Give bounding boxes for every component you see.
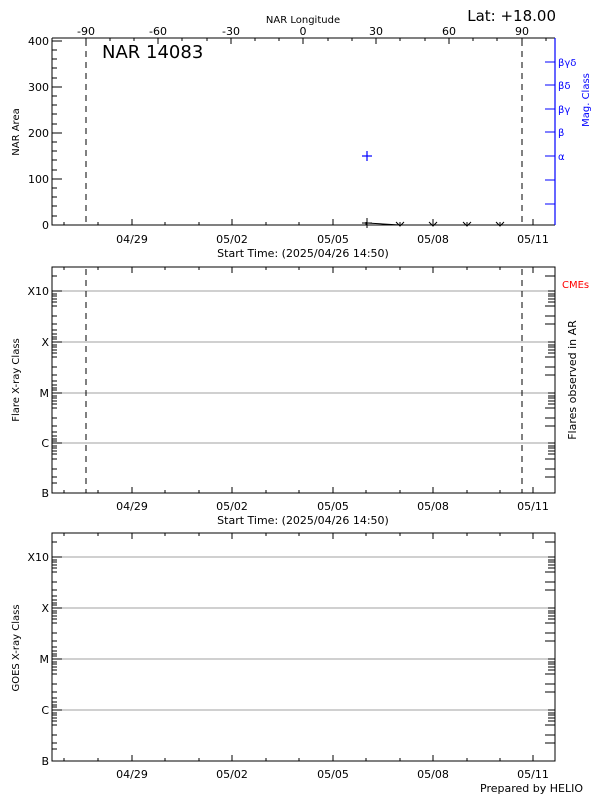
lon-tick-label: -30 — [222, 25, 240, 38]
x-tick-label: 04/29 — [116, 500, 148, 513]
x-tick-labels: 04/29 05/02 05/05 05/08 05/11 — [116, 233, 549, 246]
y-axis-title: Flare X-ray Class — [11, 338, 22, 422]
y-tick-label: B — [41, 487, 49, 500]
mag-class-label: βγ — [558, 105, 570, 116]
lon-tick-label: -60 — [149, 25, 167, 38]
cme-legend-label: CMEs — [562, 280, 589, 291]
x-tick-label: 05/05 — [317, 768, 349, 781]
mag-class-label: βγδ — [558, 58, 576, 69]
nar-area-panel: -90 -60 -30 0 30 60 90 — [11, 25, 592, 260]
flare-class-panel: B C M X X10 Flare X-ray Class Flares obs… — [11, 266, 589, 527]
x-tick-label: 05/11 — [517, 500, 549, 513]
longitude-tick-labels: -90 -60 -30 0 30 60 90 — [77, 25, 529, 38]
x-tick-labels: 04/29 05/02 05/05 05/08 05/11 — [116, 768, 549, 781]
x-tick-label: 05/08 — [417, 500, 449, 513]
x-tick-label: 05/11 — [517, 768, 549, 781]
lon-tick-label: 60 — [442, 25, 456, 38]
y-tick-label: 400 — [28, 35, 49, 48]
y-tick-label: X — [41, 602, 49, 615]
y-ticks — [52, 40, 62, 217]
right-y-ticks — [545, 541, 555, 744]
latitude-label: Lat: +18.00 — [467, 7, 556, 25]
x-ticks — [63, 219, 534, 225]
y-tick-label: 100 — [28, 173, 49, 186]
y-tick-label: C — [41, 437, 49, 450]
y-tick-labels: 0 100 200 300 400 — [28, 35, 49, 232]
x-tick-label: 05/02 — [216, 768, 248, 781]
mag-class-label: βδ — [558, 81, 571, 92]
x-tick-label: 04/29 — [116, 233, 148, 246]
x-ticks — [63, 267, 534, 493]
mag-class-ticks — [545, 61, 555, 205]
region-title: NAR 14083 — [102, 42, 203, 63]
y-tick-label: C — [41, 704, 49, 717]
y-ticks — [52, 275, 62, 484]
lon-tick-label: 0 — [300, 25, 307, 38]
right-y-ticks — [545, 275, 555, 478]
lon-tick-label: 30 — [369, 25, 383, 38]
x-ticks — [63, 533, 534, 761]
x-tick-labels: 04/29 05/02 05/05 05/08 05/11 — [116, 500, 549, 513]
y-tick-labels: B C M X X10 — [27, 285, 49, 500]
plot-frame — [51, 37, 555, 226]
y-tick-label: 0 — [42, 219, 49, 232]
nar-area-series — [362, 218, 505, 228]
mag-class-axis-title: Mag. Class — [581, 73, 592, 127]
x-axis-title: Start Time: (2025/04/26 14:50) — [217, 247, 389, 260]
y-axis-title: GOES X-ray Class — [11, 604, 22, 691]
credit-label: Prepared by HELIO — [480, 782, 583, 795]
grid-lines — [52, 556, 555, 711]
y-tick-label: 200 — [28, 127, 49, 140]
grid-lines — [52, 290, 555, 444]
y-ticks — [52, 541, 62, 750]
y-tick-label: 300 — [28, 81, 49, 94]
x-tick-label: 04/29 — [116, 768, 148, 781]
y-tick-label: X10 — [27, 285, 49, 298]
top-ticks — [85, 38, 547, 44]
y-tick-label: X10 — [27, 551, 49, 564]
right-axis-title: Flares observed in AR — [566, 320, 579, 440]
x-tick-label: 05/02 — [216, 233, 248, 246]
mag-class-label: β — [558, 128, 564, 139]
y-tick-label: B — [41, 755, 49, 768]
x-tick-label: 05/05 — [317, 500, 349, 513]
x-tick-label: 05/11 — [517, 233, 549, 246]
y-tick-label: M — [40, 653, 50, 666]
x-tick-label: 05/08 — [417, 768, 449, 781]
goes-xray-panel: B C M X X10 GOES X-ray Class 04/29 05/02… — [11, 532, 556, 781]
y-tick-labels: B C M X X10 — [27, 551, 49, 768]
lon-tick-label: -90 — [77, 25, 95, 38]
x-tick-label: 05/08 — [417, 233, 449, 246]
y-tick-label: M — [40, 387, 50, 400]
y-axis-title: NAR Area — [11, 108, 22, 155]
mag-class-labels: α β βγ βδ βγδ — [558, 58, 576, 163]
x-tick-label: 05/05 — [317, 233, 349, 246]
mag-class-point — [362, 151, 372, 161]
x-axis-title: Start Time: (2025/04/26 14:50) — [217, 514, 389, 527]
mag-class-label: α — [558, 152, 565, 163]
plot-frame — [51, 532, 556, 762]
plot-frame — [51, 266, 556, 494]
lon-tick-label: 90 — [515, 25, 529, 38]
y-tick-label: X — [41, 336, 49, 349]
top-axis-title: NAR Longitude — [266, 15, 340, 26]
x-tick-label: 05/02 — [216, 500, 248, 513]
